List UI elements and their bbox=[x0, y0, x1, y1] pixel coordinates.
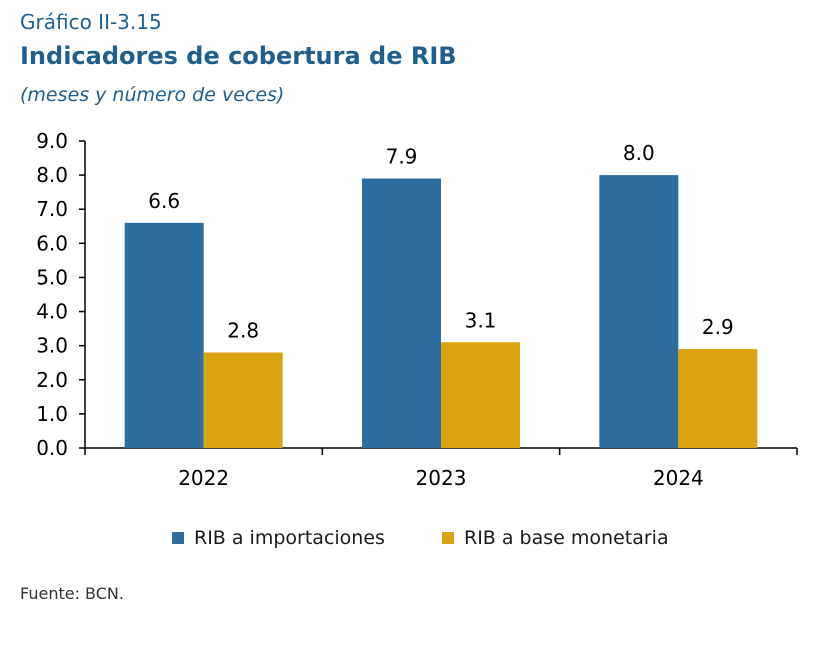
y-tick-label: 9.0 bbox=[36, 129, 68, 153]
legend-swatch-base-monetaria bbox=[442, 532, 454, 544]
figure-title: Indicadores de cobertura de RIB bbox=[20, 42, 457, 70]
bar bbox=[599, 175, 679, 448]
bar bbox=[441, 342, 520, 448]
legend-label-base-monetaria: RIB a base monetaria bbox=[464, 527, 669, 549]
y-tick-label: 4.0 bbox=[36, 300, 68, 324]
data-labels: 6.6 7.9 8.0 2.8 3.1 2.9 bbox=[148, 141, 733, 342]
x-tick-label: 2024 bbox=[653, 466, 704, 490]
legend-label-importaciones: RIB a importaciones bbox=[194, 527, 385, 549]
legend: RIB a importaciones RIB a base monetaria bbox=[0, 527, 814, 551]
y-tick-label: 1.0 bbox=[36, 402, 68, 426]
bar bbox=[678, 349, 758, 448]
bar bbox=[203, 352, 283, 448]
legend-item-base-monetaria: RIB a base monetaria bbox=[442, 527, 669, 549]
data-label: 2.8 bbox=[227, 318, 259, 342]
legend-item-importaciones: RIB a importaciones bbox=[172, 527, 385, 549]
x-axis: 2022 2023 2024 bbox=[84, 447, 798, 490]
legend-swatch-importaciones bbox=[172, 532, 184, 544]
source-note: Fuente: BCN. bbox=[20, 584, 124, 603]
figure-number: Gráfico II-3.15 bbox=[20, 10, 162, 34]
y-tick-label: 2.0 bbox=[36, 368, 68, 392]
data-label: 6.6 bbox=[148, 189, 180, 213]
y-tick-label: 7.0 bbox=[36, 197, 68, 221]
data-label: 8.0 bbox=[623, 141, 655, 165]
y-tick-label: 0.0 bbox=[36, 436, 68, 460]
data-label: 3.1 bbox=[465, 308, 497, 332]
x-tick-label: 2022 bbox=[178, 466, 229, 490]
x-tick-label: 2023 bbox=[416, 466, 467, 490]
y-tick-label: 6.0 bbox=[36, 231, 68, 255]
data-label: 7.9 bbox=[386, 145, 418, 169]
y-tick-label: 5.0 bbox=[36, 265, 68, 289]
y-tick-label: 8.0 bbox=[36, 163, 68, 187]
bars bbox=[124, 175, 758, 448]
bar bbox=[124, 222, 204, 448]
y-tick-label: 3.0 bbox=[36, 334, 68, 358]
y-axis: 0.0 1.0 2.0 3.0 4.0 5.0 6.0 7.0 8.0 9.0 bbox=[36, 129, 86, 460]
data-label: 2.9 bbox=[702, 315, 734, 339]
figure-subtitle: (meses y número de veces) bbox=[20, 84, 285, 106]
bar bbox=[362, 178, 441, 448]
